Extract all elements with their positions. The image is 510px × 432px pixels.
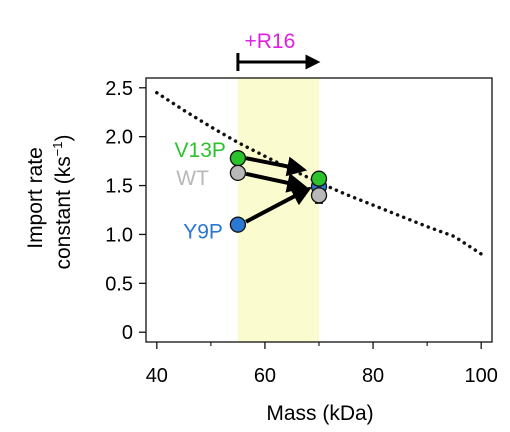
y-axis-label-prefix: constant (ks [52, 156, 75, 269]
series-label-v13p: V13P [175, 139, 226, 162]
top-annotation: +R16 [236, 30, 321, 71]
point-wt-1 [310, 187, 328, 204]
y-axis-label-suffix: ) [52, 134, 75, 141]
r16-label: +R16 [245, 30, 296, 53]
x-tick-label-60: 60 [254, 365, 276, 387]
y-axis-label-line1: Import rate [24, 147, 47, 249]
y-tick-label-2: 1.0 [105, 224, 133, 246]
series-label-wt: WT [176, 167, 209, 190]
x-axis-label: Mass (kDa) [266, 402, 373, 425]
y-tick-label-0: 0 [122, 322, 133, 344]
shift-arrow-1 [245, 171, 308, 193]
point-v13p-0 [229, 150, 247, 167]
y-axis-label-superscript: −1 [50, 141, 65, 156]
y-tick-label-3: 1.5 [105, 176, 133, 198]
point-wt-0 [229, 164, 247, 181]
highlight-band [237, 78, 319, 342]
point-v13p-1 [310, 170, 328, 187]
x-tick-label-80: 80 [362, 365, 384, 387]
y-axis-label-line2: constant (ks−1) [50, 134, 75, 269]
y-axis-label: Import rate constant (ks−1) [24, 134, 75, 269]
shift-arrow-0 [245, 156, 308, 177]
y-tick-label-5: 2.5 [105, 78, 133, 100]
point-y9p-0 [229, 216, 247, 233]
y-tick-label-4: 2.0 [105, 127, 133, 149]
y-tick-label-1: 0.5 [105, 273, 133, 295]
x-tick-label-100: 100 [465, 365, 498, 387]
shift-arrow-2 [245, 187, 312, 224]
x-tick-label-40: 40 [146, 365, 168, 387]
series-label-y9p: Y9P [183, 221, 223, 244]
